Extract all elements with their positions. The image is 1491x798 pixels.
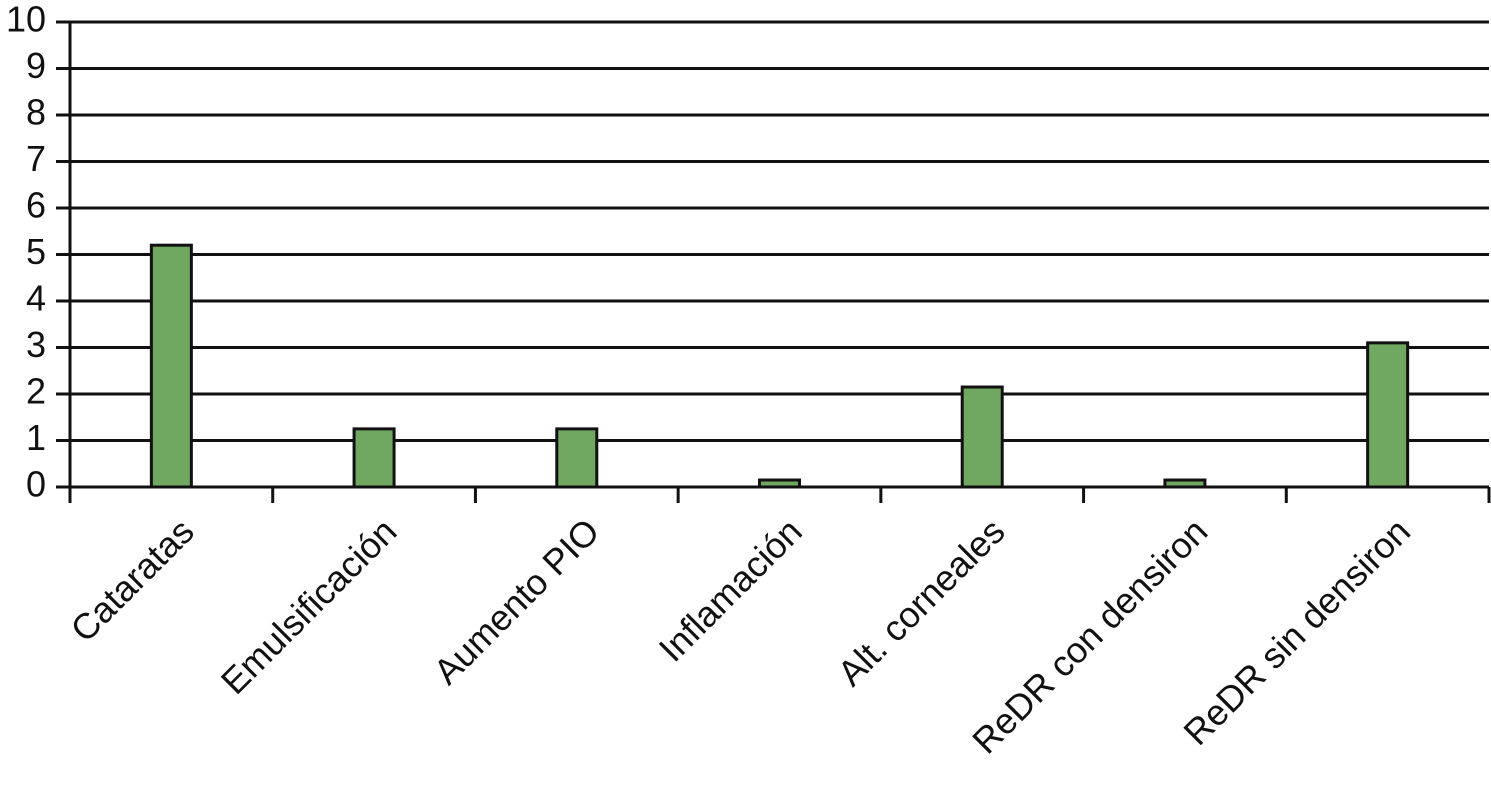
x-tick-label: Cataratas: [62, 510, 201, 649]
y-tick-label: 7: [26, 138, 46, 179]
bar: [1366, 341, 1410, 489]
x-tick-label: Emulsificación: [213, 510, 405, 702]
y-tick-label: 8: [26, 92, 46, 133]
x-tick-label: ReDR sin densiron: [1175, 510, 1418, 753]
y-tick-label: 10: [6, 0, 46, 40]
y-tick-label: 0: [26, 464, 46, 505]
bar: [352, 427, 396, 489]
bar: [1163, 478, 1207, 489]
bar: [758, 478, 801, 489]
y-tick-label: 3: [26, 324, 46, 365]
bar: [555, 427, 599, 489]
y-tick-label: 4: [26, 278, 46, 319]
bar: [960, 385, 1004, 489]
x-tick-label: Aumento PIO: [425, 510, 607, 692]
y-tick-label: 6: [26, 185, 46, 226]
y-tick-label: 5: [26, 231, 46, 272]
y-tick-label: 2: [26, 371, 46, 412]
y-tick-label: 1: [26, 417, 46, 458]
bar: [149, 243, 193, 489]
y-tick-label: 9: [26, 45, 46, 86]
x-tick-label: Inflamación: [651, 510, 810, 669]
x-tick-label: Alt. corneales: [829, 510, 1012, 693]
